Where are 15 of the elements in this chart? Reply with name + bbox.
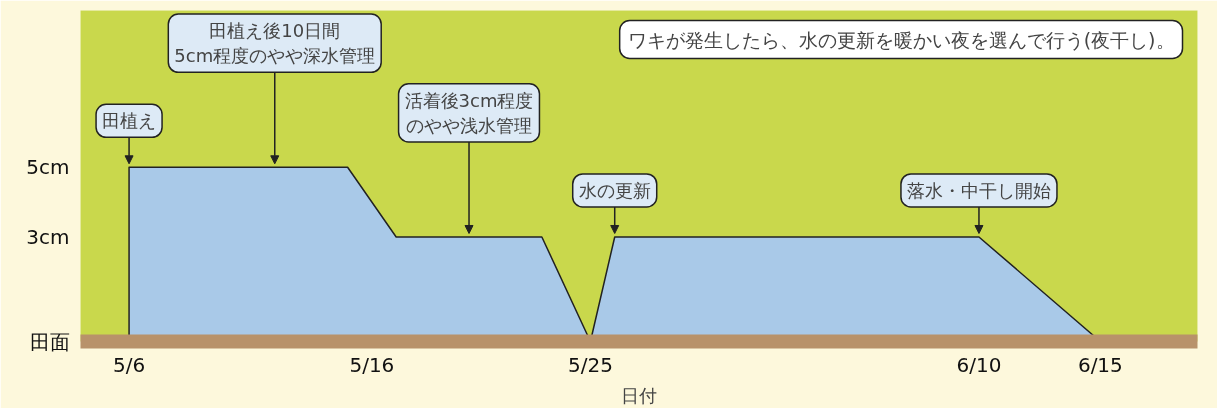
- x-tick-label: 5/6: [112, 352, 146, 377]
- x-tick-label: 6/10: [956, 352, 1002, 377]
- x-axis-title: 日付: [621, 384, 657, 406]
- annotation: 活着後3cm程度のやや浅水管理: [404, 89, 534, 136]
- annotation: 田植え後10日間5cm程度のやや深水管理: [174, 20, 376, 67]
- annotation: 水の更新: [578, 179, 651, 201]
- y-tick-label: 田面: [29, 329, 70, 354]
- annotation: ワキが発生したら、水の更新を暖かい夜を選んで行う(夜干し)。: [627, 28, 1175, 51]
- x-tick-label: 5/16: [349, 352, 395, 377]
- y-tick-label: 3cm: [26, 224, 70, 249]
- x-tick-label: 5/25: [567, 352, 613, 377]
- x-tick-label: 6/15: [1077, 352, 1123, 377]
- y-tick-label: 5cm: [26, 155, 70, 180]
- annotation: 落水・中干し開始: [906, 179, 1051, 201]
- annotation: 田植え: [102, 110, 157, 132]
